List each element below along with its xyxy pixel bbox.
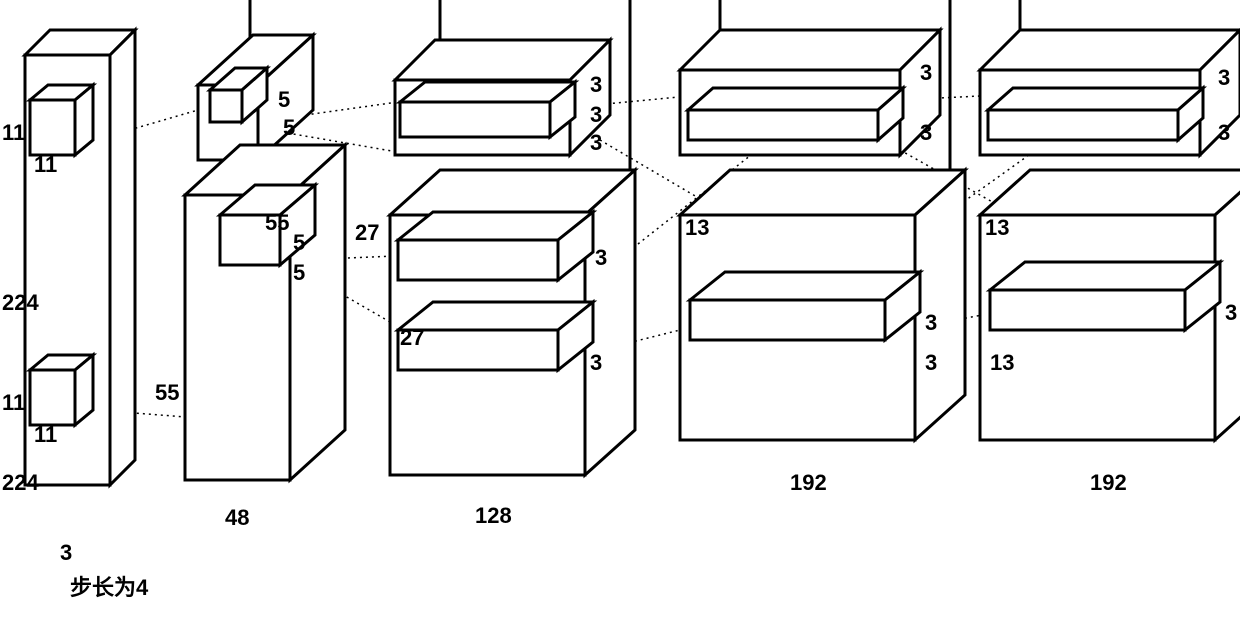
dim-label: 3	[1218, 120, 1230, 145]
dim-label: 27	[355, 220, 379, 245]
dim-label: 224	[2, 290, 39, 315]
filter-block	[398, 302, 593, 370]
filter-block	[690, 272, 920, 340]
dim-label: 128	[475, 503, 512, 528]
filter-block	[990, 262, 1220, 330]
dim-label: 3	[590, 130, 602, 155]
dim-label: 5	[283, 115, 295, 140]
dim-label: 5	[293, 230, 305, 255]
filter-block	[400, 82, 575, 137]
dim-label: 3	[590, 350, 602, 375]
dim-label: 5	[278, 87, 290, 112]
dim-label: 224	[2, 470, 39, 495]
dim-label: 11	[2, 390, 25, 415]
dim-label: 192	[1090, 470, 1127, 495]
dim-label: 3	[595, 245, 607, 270]
dim-label: 3	[590, 72, 602, 97]
dim-label: 3	[1225, 300, 1237, 325]
dim-label: 192	[790, 470, 827, 495]
dim-label: 3	[925, 350, 937, 375]
dim-label: 3	[590, 102, 602, 127]
dim-label: 55	[155, 380, 179, 405]
dim-label: 11	[34, 422, 57, 447]
dim-label: 13	[685, 215, 709, 240]
filter-block	[688, 88, 903, 140]
dim-label: 3	[925, 310, 937, 335]
dim-label: 3	[1218, 65, 1230, 90]
dim-label: 11	[34, 152, 57, 177]
filter-block	[398, 212, 593, 280]
cnn-architecture-diagram: 111111112242243步长为4554855555548333128273…	[0, 0, 1240, 629]
dim-label: 步长为4	[70, 575, 149, 600]
dim-label: 3	[920, 120, 932, 145]
filter-block	[30, 85, 93, 155]
filter-block	[988, 88, 1203, 140]
dim-label: 5	[293, 260, 305, 285]
dim-label: 3	[920, 60, 932, 85]
dim-label: 3	[60, 540, 72, 565]
dim-label: 55	[265, 210, 289, 235]
dim-label: 13	[990, 350, 1014, 375]
filter-block	[30, 355, 93, 425]
dim-label: 13	[985, 215, 1009, 240]
dim-label: 11	[2, 120, 25, 145]
dim-label: 27	[400, 325, 424, 350]
dim-label: 48	[225, 505, 249, 530]
